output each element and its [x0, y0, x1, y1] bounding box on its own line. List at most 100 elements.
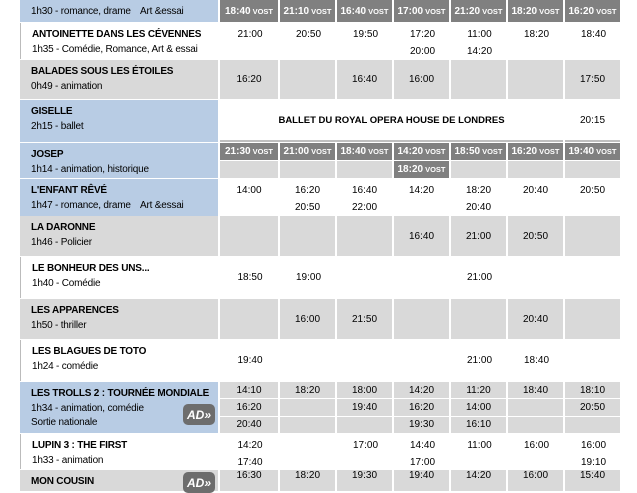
- showtime-slot[interactable]: [508, 161, 563, 178]
- showtime-cell[interactable]: 18:40: [566, 23, 621, 63]
- showtime-slot[interactable]: [337, 416, 392, 433]
- showtime-slot[interactable]: 19:40: [337, 399, 392, 416]
- film-title[interactable]: LES BLAGUES DE TOTO: [32, 346, 147, 357]
- showtime-slot[interactable]: 18:00: [337, 382, 392, 399]
- showtime-cell[interactable]: 21:10 VOST: [280, 0, 335, 22]
- showtime[interactable]: 16:00: [523, 440, 550, 451]
- showtime[interactable]: 17:00: [352, 440, 379, 451]
- showtime-slot[interactable]: [565, 161, 620, 178]
- showtime-cell[interactable]: 14:20 VOST 18:20 VOST: [394, 143, 449, 178]
- showtime-slot[interactable]: 20:50: [565, 399, 620, 416]
- showtime[interactable]: 20:50: [522, 230, 549, 242]
- showtime-cell[interactable]: 19:40: [394, 470, 449, 491]
- showtime-cell[interactable]: 21:20 VOST: [451, 0, 506, 22]
- showtime-slot[interactable]: 21:00 VOST: [280, 143, 335, 160]
- showtime-slot[interactable]: [280, 399, 335, 416]
- showtime[interactable]: 16:30: [236, 470, 262, 481]
- showtime-cell[interactable]: 20:15: [565, 100, 620, 142]
- film-title[interactable]: LA DARONNE: [31, 222, 96, 233]
- showtime-cell[interactable]: 17:00: [338, 434, 393, 474]
- showtime-cell[interactable]: [338, 340, 393, 381]
- showtime-slot[interactable]: 14:10: [220, 382, 278, 399]
- showtime-cell[interactable]: [338, 257, 393, 298]
- film-title[interactable]: BALADES SOUS LES ÉTOILES: [31, 66, 174, 77]
- showtime[interactable]: 19:30: [351, 470, 378, 481]
- showtime[interactable]: 19:50: [352, 29, 379, 40]
- showtime-cell[interactable]: [394, 299, 449, 339]
- showtime-cell[interactable]: 18:20: [280, 382, 335, 433]
- film-title[interactable]: JOSEP: [31, 149, 64, 160]
- showtime[interactable]: 20:40: [465, 202, 492, 213]
- showtime[interactable]: 14:40: [409, 440, 436, 451]
- showtime[interactable]: 18:20: [294, 470, 321, 481]
- showtime-cell[interactable]: 14:00: [220, 179, 278, 219]
- showtime-cell[interactable]: [220, 216, 278, 256]
- showtime-slot[interactable]: 18:40 VOST: [220, 0, 278, 22]
- showtime-cell[interactable]: 14:40 17:00: [395, 434, 450, 474]
- showtime-cell[interactable]: 20:40: [508, 299, 563, 339]
- showtime[interactable]: 15:40: [579, 470, 606, 481]
- showtime-cell[interactable]: [395, 257, 450, 298]
- showtime[interactable]: 20:00: [409, 46, 436, 57]
- film-info[interactable]: LES BLAGUES DE TOTO 1h24 - comédie: [21, 340, 219, 381]
- showtime-cell[interactable]: 16:40 VOST: [337, 0, 392, 22]
- showtime-cell[interactable]: 16:30: [220, 470, 278, 491]
- showtime-cell[interactable]: 19:50: [338, 23, 393, 63]
- showtime-cell[interactable]: 20:50: [508, 216, 563, 256]
- showtime-slot[interactable]: 21:20 VOST: [451, 0, 506, 22]
- showtime-cell[interactable]: 21:00: [451, 216, 506, 256]
- showtime[interactable]: 14:20: [237, 440, 263, 451]
- showtime-slot[interactable]: 16:20: [394, 399, 449, 416]
- showtime-slot[interactable]: 18:20 VOST: [394, 161, 449, 178]
- showtime-cell[interactable]: [508, 60, 563, 99]
- showtime[interactable]: 16:40: [351, 185, 378, 196]
- showtime[interactable]: 16:00: [294, 313, 321, 325]
- showtime[interactable]: 16:40: [408, 230, 435, 242]
- showtime-cell[interactable]: 18:20: [280, 470, 335, 491]
- showtime-cell[interactable]: [280, 60, 335, 99]
- showtime-cell[interactable]: 14:20: [451, 470, 506, 491]
- showtime[interactable]: 19:10: [580, 457, 607, 468]
- showtime-cell[interactable]: 21:50: [337, 299, 392, 339]
- film-info[interactable]: BALADES SOUS LES ÉTOILES 0h49 - animation: [20, 60, 218, 99]
- showtime-cell[interactable]: 16:40 22:00: [337, 179, 392, 219]
- showtime[interactable]: 16:00: [580, 440, 607, 451]
- showtime[interactable]: 14:20: [465, 470, 492, 481]
- showtime-cell[interactable]: 18:20: [509, 23, 564, 63]
- showtime-slot[interactable]: 19:40 VOST: [565, 143, 620, 160]
- showtime-cell[interactable]: [337, 216, 392, 256]
- showtime[interactable]: 22:00: [351, 202, 378, 213]
- showtime[interactable]: 20:15: [579, 114, 606, 126]
- showtime[interactable]: 20:50: [294, 202, 321, 213]
- film-info[interactable]: LA DARONNE 1h46 - Policier: [20, 216, 218, 256]
- showtime[interactable]: 18:20: [465, 185, 492, 196]
- showtime-cell[interactable]: 16:00: [508, 470, 563, 491]
- showtime-slot[interactable]: [220, 161, 278, 178]
- showtime-cell[interactable]: 21:00 VOST: [280, 143, 335, 178]
- showtime-slot[interactable]: 18:10: [565, 382, 620, 399]
- showtime-cell[interactable]: 16:00: [509, 434, 564, 474]
- showtime-cell[interactable]: 20:50: [565, 179, 620, 219]
- showtime-slot[interactable]: [337, 161, 392, 178]
- film-info[interactable]: 1h30 - romance, drame Art &essai: [20, 0, 218, 22]
- showtime-cell[interactable]: 14:20 17:40: [221, 434, 279, 474]
- showtime-cell[interactable]: [451, 60, 506, 99]
- showtime[interactable]: 14:20: [466, 46, 493, 57]
- showtime[interactable]: 21:00: [237, 29, 263, 40]
- film-title[interactable]: GISELLE: [31, 106, 73, 117]
- showtime[interactable]: 17:40: [237, 457, 263, 468]
- showtime-cell[interactable]: 16:40: [337, 60, 392, 99]
- showtime-slot[interactable]: 17:00 VOST: [394, 0, 449, 22]
- showtime-slot[interactable]: [451, 161, 506, 178]
- showtime[interactable]: 16:20: [294, 185, 321, 196]
- showtime-slot[interactable]: [280, 161, 335, 178]
- showtime[interactable]: 18:40: [523, 355, 550, 366]
- showtime-slot[interactable]: [508, 399, 563, 416]
- showtime-slot[interactable]: [508, 416, 563, 433]
- showtime-cell[interactable]: [451, 299, 506, 339]
- showtime-slot[interactable]: [280, 416, 335, 433]
- showtime-cell[interactable]: 14:20: [394, 179, 449, 219]
- showtime[interactable]: 19:00: [295, 272, 322, 283]
- showtime-cell[interactable]: 18:40: [508, 382, 563, 433]
- showtime-cell[interactable]: 21:00: [452, 257, 507, 298]
